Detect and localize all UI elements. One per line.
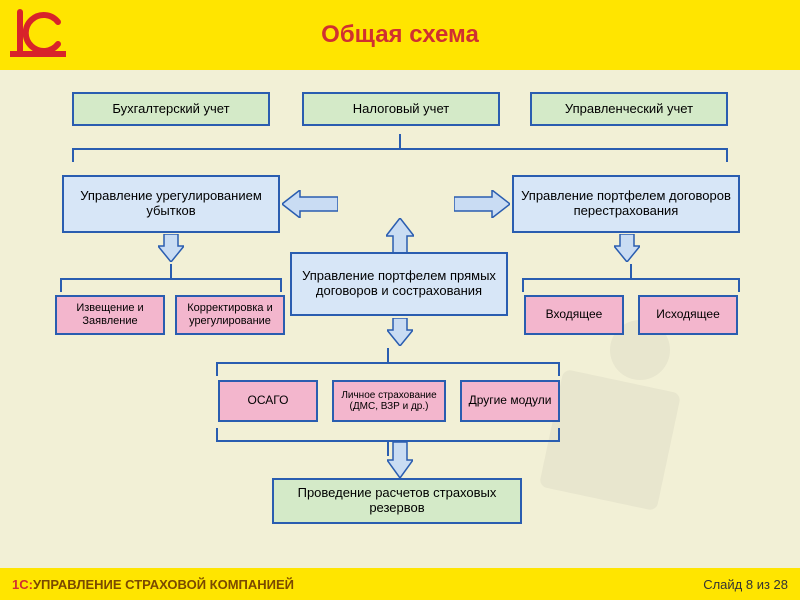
box-loss-management: Управление урегулированием убытков xyxy=(62,175,280,233)
box-reserves: Проведение расчетов страховых резервов xyxy=(272,478,522,524)
footer-brand-product: УПРАВЛЕНИЕ СТРАХОВОЙ КОМПАНИЕЙ xyxy=(33,577,294,592)
bracket-right xyxy=(522,278,740,292)
footer-bar: 1С:УПРАВЛЕНИЕ СТРАХОВОЙ КОМПАНИЕЙ Слайд … xyxy=(0,568,800,600)
diagram-area: Бухгалтерский учет Налоговый учет Управл… xyxy=(0,70,800,568)
arrow-loss-down-icon xyxy=(158,234,184,262)
arrow-center-up-icon xyxy=(386,218,414,254)
footer-brand-1c: 1С: xyxy=(12,577,33,592)
box-portfolio: Управление портфелем прямых договоров и … xyxy=(290,252,508,316)
arrow-reins-down-icon xyxy=(614,234,640,262)
box-tax: Налоговый учет xyxy=(302,92,500,126)
footer-brand: 1С:УПРАВЛЕНИЕ СТРАХОВОЙ КОМПАНИЕЙ xyxy=(12,577,294,592)
box-accounting: Бухгалтерский учет xyxy=(72,92,270,126)
bracket-left xyxy=(60,278,282,292)
arrow-left-icon xyxy=(282,190,338,218)
bracket-top xyxy=(72,148,728,162)
box-adjust: Корректировка и урегулирование xyxy=(175,295,285,335)
bracket-modules xyxy=(216,362,560,376)
box-personal-insurance: Личное страхование (ДМС, ВЗР и др.) xyxy=(332,380,446,422)
arrow-right-icon xyxy=(454,190,510,218)
footer-slide-number: Слайд 8 из 28 xyxy=(703,577,788,592)
box-notice: Извещение и Заявление xyxy=(55,295,165,335)
header-bar: Общая схема xyxy=(0,0,800,70)
box-other-modules: Другие модули xyxy=(460,380,560,422)
box-osago: ОСАГО xyxy=(218,380,318,422)
box-incoming: Входящее xyxy=(524,295,624,335)
bracket-modules-bottom xyxy=(216,428,560,442)
arrow-center-down-icon xyxy=(387,318,413,346)
box-management: Управленческий учет xyxy=(530,92,728,126)
box-reinsurance: Управление портфелем договоров перестрах… xyxy=(512,175,740,233)
arrow-bottom-down-icon xyxy=(387,442,413,478)
box-outgoing: Исходящее xyxy=(638,295,738,335)
slide-title: Общая схема xyxy=(321,21,479,49)
logo-1c-icon xyxy=(8,4,68,59)
